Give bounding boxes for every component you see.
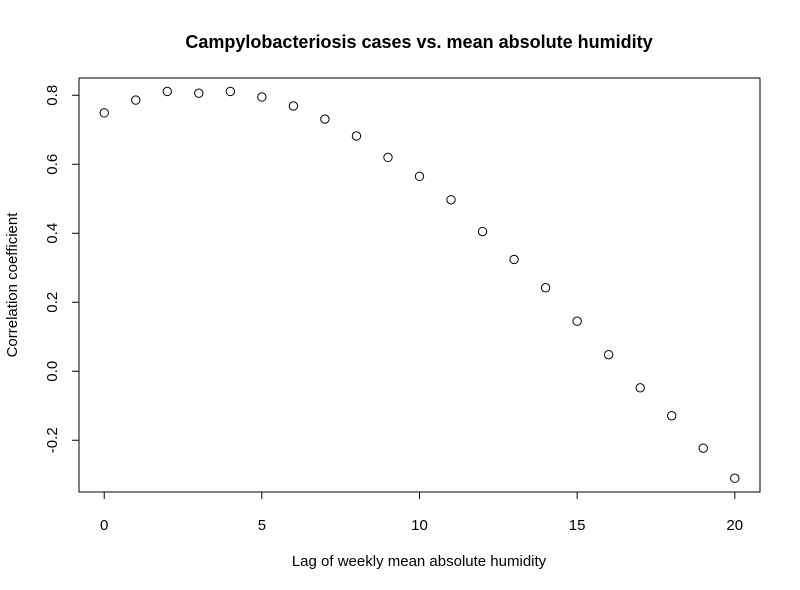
data-point	[162, 86, 172, 97]
data-point	[194, 88, 204, 98]
chart-title: Campylobacteriosis cases vs. mean absolu…	[185, 32, 652, 52]
data-point	[667, 411, 677, 421]
y-tick-label: 0.4	[44, 223, 61, 244]
data-point	[698, 443, 708, 453]
data-point	[446, 195, 456, 205]
data-point	[383, 152, 393, 163]
data-point	[288, 101, 299, 111]
x-tick-label: 0	[100, 517, 108, 534]
plot-frame	[78, 77, 761, 493]
data-point	[603, 349, 614, 360]
x-axis: 0 5 10 15 20	[100, 492, 743, 534]
data-point	[477, 226, 488, 237]
data-point	[99, 108, 109, 118]
y-tick-label: 0.0	[44, 361, 61, 382]
x-tick-label: 20	[726, 517, 743, 534]
data-point	[131, 95, 141, 105]
data-point	[351, 131, 362, 141]
x-axis-label: Lag of weekly mean absolute humidity	[292, 553, 547, 570]
data-point	[572, 316, 582, 326]
data-point	[509, 254, 519, 265]
data-point	[320, 114, 330, 124]
x-tick-label: 5	[258, 517, 266, 534]
data-point	[730, 473, 740, 483]
data-point	[540, 283, 551, 293]
y-tick-label: 0.2	[44, 292, 61, 313]
x-tick-label: 10	[411, 517, 428, 534]
data-point	[257, 92, 267, 102]
data-point	[414, 171, 425, 182]
data-point	[225, 86, 236, 97]
y-axis-label: Correlation coefficient	[4, 212, 21, 358]
y-axis: -0.2 0.0 0.2 0.4 0.6 0.8	[44, 85, 79, 453]
y-tick-label: 0.6	[44, 154, 61, 175]
y-tick-label: 0.8	[44, 85, 61, 106]
data-points	[99, 86, 740, 483]
data-point	[635, 383, 645, 393]
y-tick-label: -0.2	[44, 427, 61, 453]
x-tick-label: 15	[569, 517, 586, 534]
